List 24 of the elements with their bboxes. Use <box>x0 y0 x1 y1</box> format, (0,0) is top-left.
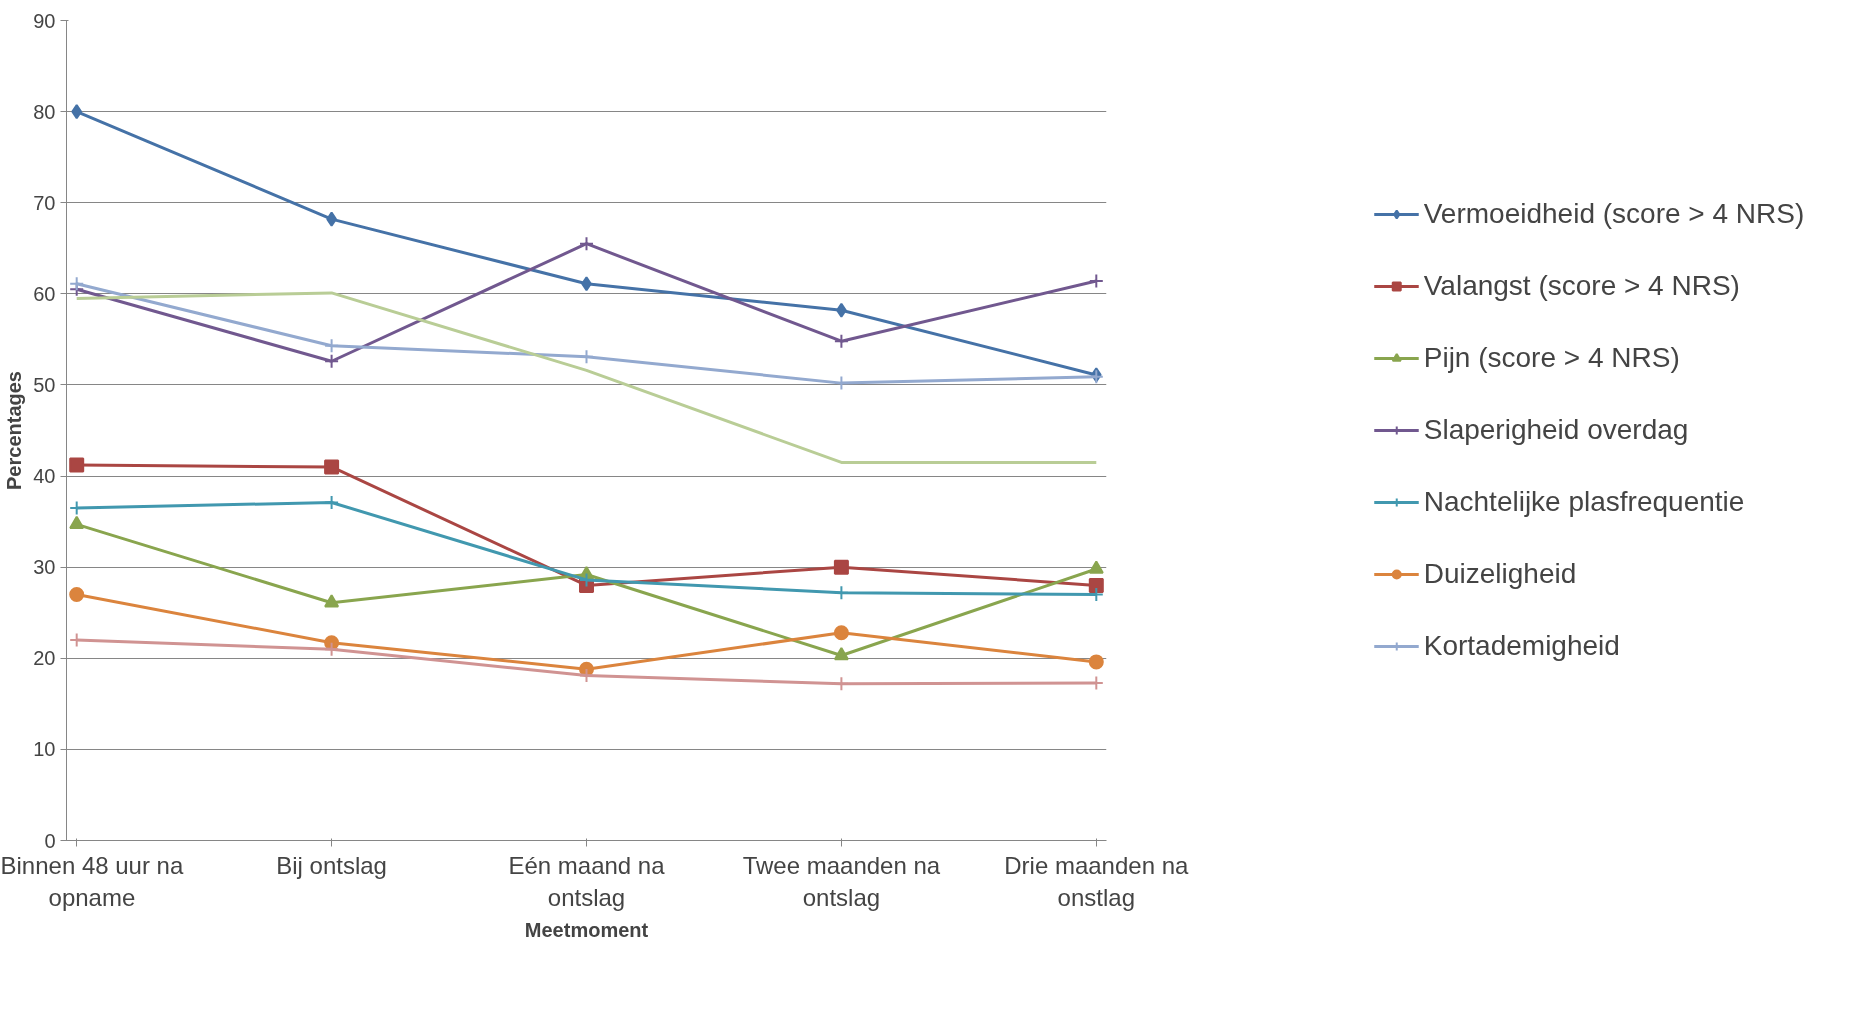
x-tick-label: Eén maand na ontslag <box>508 851 666 911</box>
y-tick-label: 10 <box>33 738 56 761</box>
legend-label: Vermoeidheid (score > 4 NRS) <box>1423 198 1805 230</box>
legend-label: Pijn (score > 4 NRS) <box>1423 342 1680 374</box>
x-tick-label: Drie maanden na onstlag <box>1004 851 1190 911</box>
x-tick-label: Binnen 48 uur na opname <box>0 851 184 911</box>
x-tick-label: Twee maanden na ontslag <box>742 851 941 911</box>
x-axis-title: Meetmoment <box>524 918 649 941</box>
legend-label: Kortademigheid <box>1423 630 1620 662</box>
y-tick-label: 0 <box>44 829 56 852</box>
y-tick-label: 20 <box>33 647 56 670</box>
legend-label: Valangst (score > 4 NRS) <box>1423 270 1740 302</box>
y-tick-label: 60 <box>33 282 56 305</box>
legend-label: Duizeligheid <box>1423 558 1577 590</box>
y-axis-title: Percentages <box>3 371 26 490</box>
legend-label: Nachtelijke plasfrequentie <box>1423 486 1745 518</box>
y-tick-label: 90 <box>33 9 56 32</box>
y-tick-label: 80 <box>33 100 56 123</box>
y-tick-label: 30 <box>33 556 56 579</box>
y-tick-label: 40 <box>33 465 56 488</box>
y-tick-label: 70 <box>33 191 56 214</box>
y-tick-label: 50 <box>33 373 56 396</box>
legend-label: Slaperigheid overdag <box>1423 414 1689 446</box>
x-tick-label: Bij ontslag <box>276 851 387 879</box>
